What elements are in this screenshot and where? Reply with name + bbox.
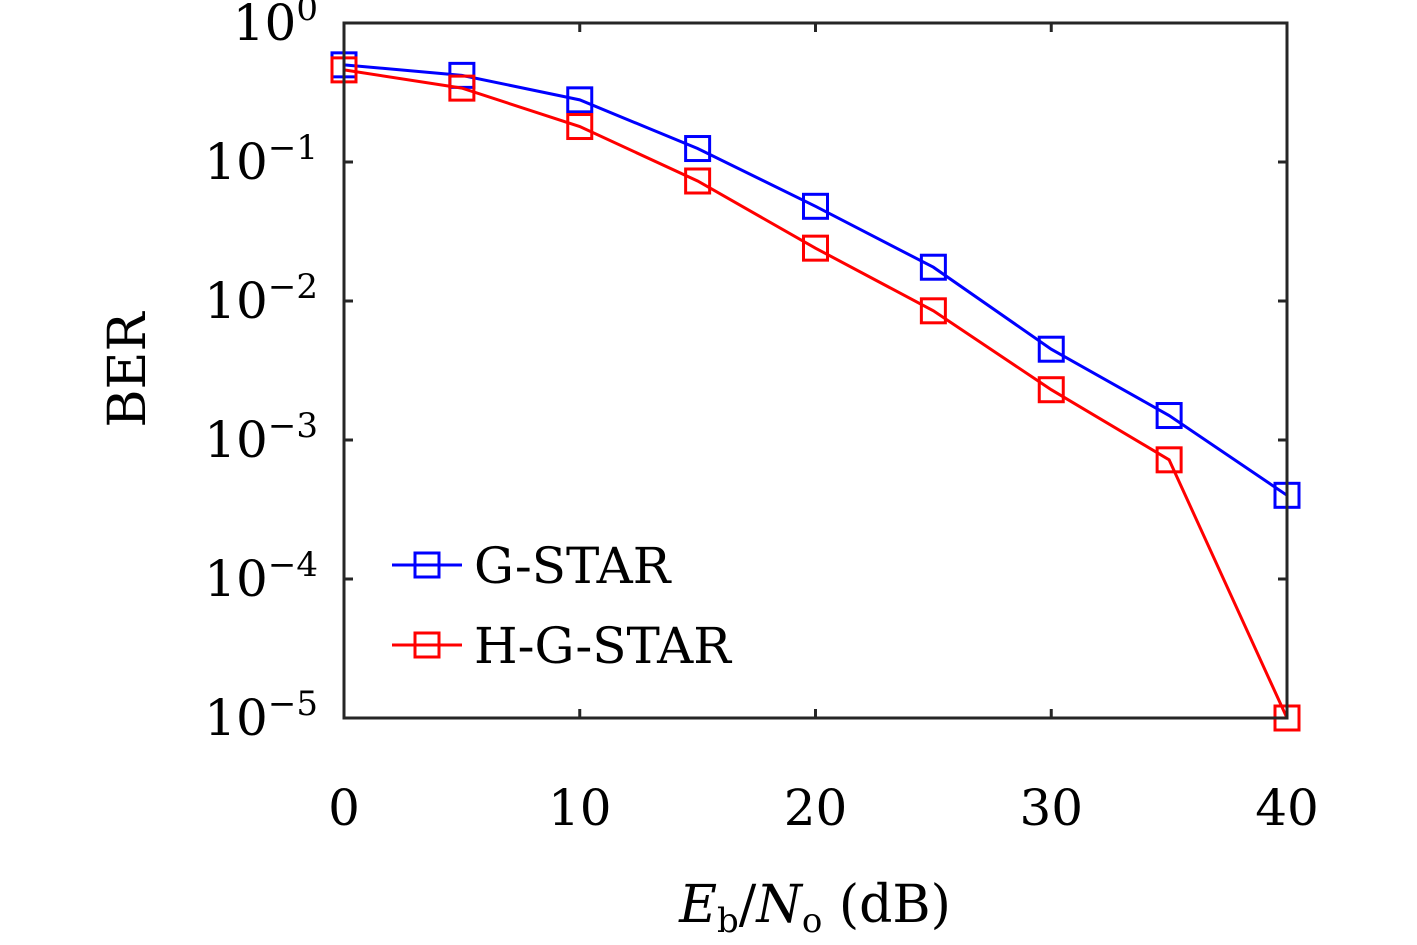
x-label-n: N xyxy=(754,875,803,935)
data-point-marker xyxy=(448,74,476,102)
data-point-marker xyxy=(1037,376,1065,404)
legend: G-STAR H-G-STAR xyxy=(392,537,732,675)
legend-label-h-g-star: H-G-STAR xyxy=(474,617,732,675)
data-point-marker xyxy=(802,192,829,220)
data-point-marker xyxy=(1155,402,1183,430)
data-point-marker xyxy=(684,135,712,163)
data-point-marker xyxy=(1037,335,1065,363)
x-label-e: E xyxy=(678,875,717,935)
y-tick-base: 10 xyxy=(233,0,297,52)
x-label-sub-b: b xyxy=(717,901,739,941)
x-tick-label: 30 xyxy=(1019,779,1083,837)
series-line-g-star xyxy=(343,63,1288,497)
y-tick-exponent: −4 xyxy=(268,545,318,585)
y-tick-base: 10 xyxy=(204,133,268,191)
x-tick-labels: 0 10 20 30 40 xyxy=(328,779,1319,837)
legend-label-g-star: G-STAR xyxy=(474,537,672,595)
y-axis-label: BER xyxy=(98,310,158,427)
data-point-marker xyxy=(1155,446,1183,474)
x-label-sub-o: o xyxy=(802,901,822,941)
y-tick-base: 10 xyxy=(204,411,268,469)
y-tick-label: 10−3 xyxy=(204,406,318,469)
x-tick-label: 0 xyxy=(328,779,360,837)
x-axis-label: Eb/No (dB) xyxy=(678,875,951,941)
y-tick-exponent: 0 xyxy=(296,0,318,29)
x-tick-label: 40 xyxy=(1255,779,1319,837)
y-tick-base: 10 xyxy=(204,689,268,747)
x-label-slash: / xyxy=(739,875,757,935)
legend-marker-h-g-star xyxy=(413,631,441,659)
data-point-marker xyxy=(919,297,947,325)
y-tick-label: 10−2 xyxy=(204,267,318,330)
plot-area xyxy=(344,23,1287,718)
y-tick-label: 100 xyxy=(233,0,318,52)
x-label-unit: (dB) xyxy=(822,875,951,935)
y-tick-label: 10−5 xyxy=(204,684,318,747)
plot-frame xyxy=(342,21,1289,720)
y-tick-exponent: −2 xyxy=(268,267,318,307)
y-tick-base: 10 xyxy=(204,550,268,608)
y-tick-exponent: −1 xyxy=(268,128,318,168)
data-point-marker xyxy=(919,253,947,281)
data-point-marker xyxy=(802,234,829,262)
data-point-marker xyxy=(566,86,594,114)
legend-marker-g-star xyxy=(413,551,441,579)
data-point-marker xyxy=(566,113,594,141)
y-tick-base: 10 xyxy=(204,272,268,330)
x-tick-label: 20 xyxy=(784,779,848,837)
series-line-h-g-star xyxy=(343,68,1289,719)
data-point-marker xyxy=(684,167,712,195)
y-tick-label: 10−4 xyxy=(204,545,318,608)
y-tick-exponent: −3 xyxy=(268,406,318,446)
x-tick-label: 10 xyxy=(548,779,612,837)
y-tick-label: 10−1 xyxy=(204,128,318,191)
y-tick-exponent: −5 xyxy=(268,684,318,724)
